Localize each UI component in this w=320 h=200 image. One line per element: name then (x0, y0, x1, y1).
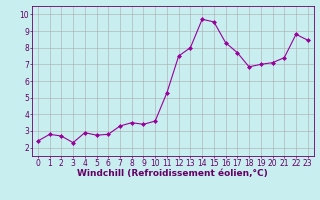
X-axis label: Windchill (Refroidissement éolien,°C): Windchill (Refroidissement éolien,°C) (77, 169, 268, 178)
